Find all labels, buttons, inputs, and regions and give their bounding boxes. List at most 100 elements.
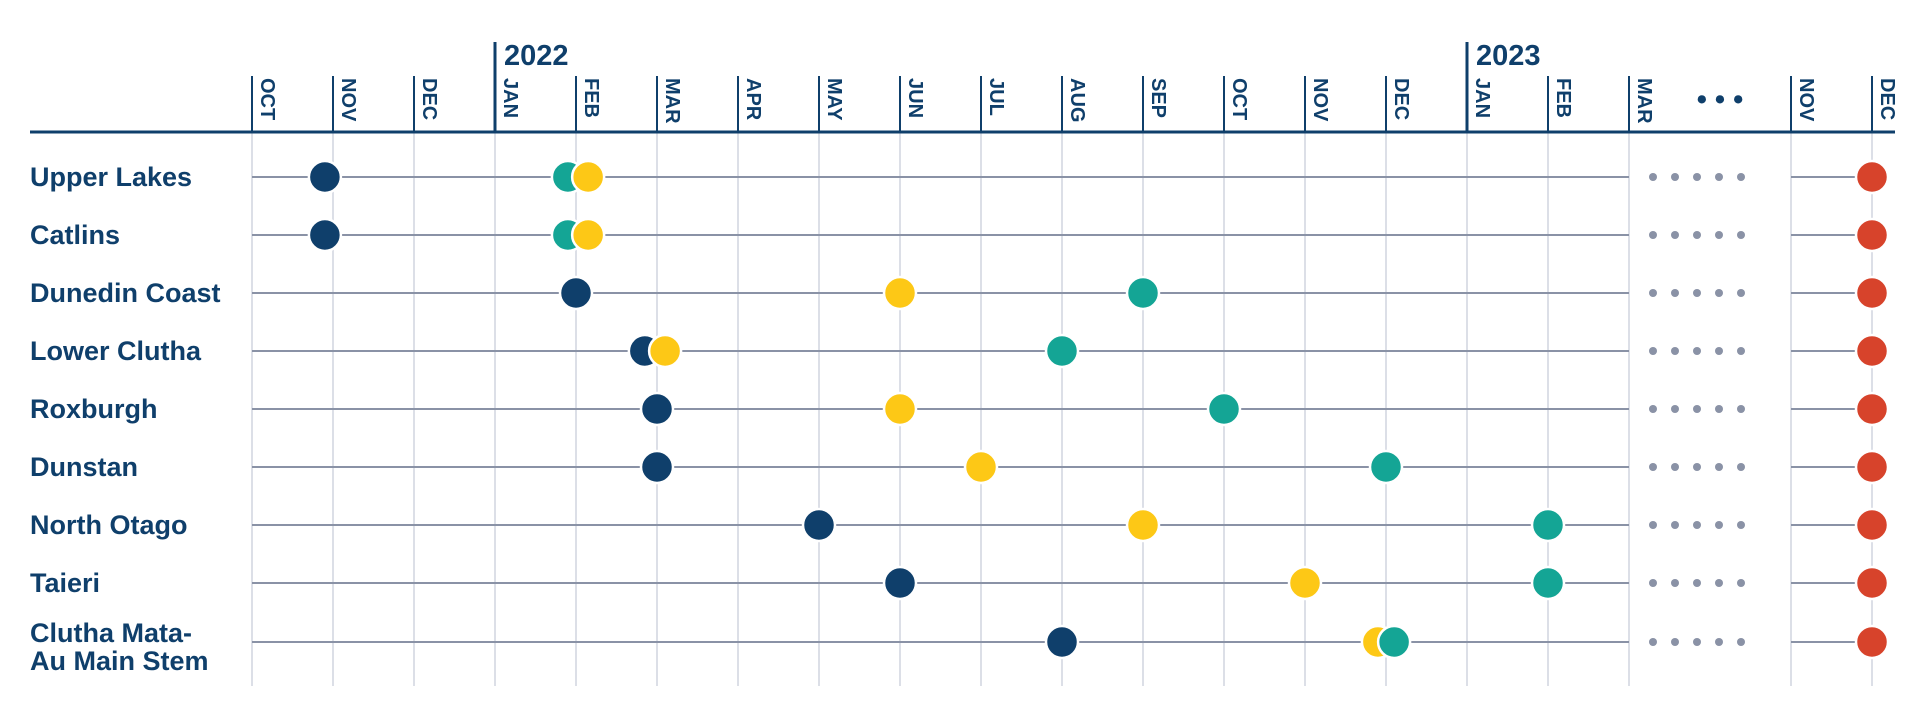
rows-layer: Upper Lakes Catlins Dunedin Coast Lower Clu… — [30, 159, 1890, 676]
timeline-row: Clutha Mata-Au Main Stem — [30, 618, 1890, 676]
timeline-row: Dunstan — [30, 449, 1890, 485]
event-marker-navy — [639, 449, 675, 485]
gap-dot — [1671, 638, 1679, 646]
event-marker-yellow — [1287, 565, 1323, 601]
gap-dot — [1649, 231, 1657, 239]
event-marker-navy — [801, 507, 837, 543]
gap-dot — [1737, 405, 1745, 413]
gap-dot — [1737, 638, 1745, 646]
row-label: Catlins — [30, 220, 120, 250]
gap-dot — [1715, 521, 1723, 529]
gap-dot — [1671, 289, 1679, 297]
timeline-row: North Otago — [30, 507, 1890, 543]
event-marker-teal — [1044, 333, 1080, 369]
gap-dot — [1715, 289, 1723, 297]
gap-dot — [1671, 463, 1679, 471]
event-marker-navy — [307, 159, 343, 195]
month-label-jun: JUN — [904, 78, 926, 118]
gap-dot — [1693, 405, 1701, 413]
timeline-row: Taieri — [30, 565, 1890, 601]
timeline-row: Upper Lakes — [30, 159, 1890, 195]
month-label-feb: FEB — [1552, 78, 1574, 118]
gap-dot — [1649, 173, 1657, 181]
gap-dot — [1671, 347, 1679, 355]
month-label-dec: DEC — [1390, 78, 1412, 120]
month-label-aug: AUG — [1066, 78, 1088, 122]
row-label: Dunstan — [30, 452, 138, 482]
gap-dot — [1737, 231, 1745, 239]
gap-dot — [1693, 289, 1701, 297]
event-marker-yellow — [570, 159, 606, 195]
timeline-row: Catlins — [30, 217, 1890, 253]
timeline-row: Lower Clutha — [30, 333, 1890, 369]
event-marker-red — [1854, 565, 1890, 601]
event-marker-teal — [1125, 275, 1161, 311]
gap-dot — [1671, 521, 1679, 529]
event-marker-red — [1854, 159, 1890, 195]
month-label-oct: OCT — [1228, 78, 1250, 120]
gap-dot — [1671, 405, 1679, 413]
month-label-nov: NOV — [337, 78, 359, 122]
event-marker-yellow — [647, 333, 683, 369]
gap-dot — [1649, 405, 1657, 413]
gap-dot — [1693, 579, 1701, 587]
row-label: Clutha Mata-Au Main Stem — [30, 618, 209, 676]
gap-dot — [1715, 405, 1723, 413]
timeline-row: Dunedin Coast — [30, 275, 1890, 311]
gap-dot — [1737, 289, 1745, 297]
month-label-sep: SEP — [1147, 78, 1169, 118]
row-label: North Otago — [30, 510, 187, 540]
event-marker-teal — [1530, 565, 1566, 601]
month-label-mar: MAR — [1633, 78, 1655, 124]
event-marker-red — [1854, 507, 1890, 543]
gap-dot — [1649, 521, 1657, 529]
event-marker-yellow — [1125, 507, 1161, 543]
event-marker-teal — [1206, 391, 1242, 427]
gap-dot — [1649, 289, 1657, 297]
event-marker-teal — [1376, 624, 1412, 660]
row-label: Roxburgh — [30, 394, 158, 424]
gap-dot — [1693, 463, 1701, 471]
gap-dot — [1671, 173, 1679, 181]
gap-dot — [1715, 638, 1723, 646]
row-label: Taieri — [30, 568, 100, 598]
event-marker-navy — [882, 565, 918, 601]
event-marker-red — [1854, 275, 1890, 311]
gap-dot — [1693, 173, 1701, 181]
month-label-nov: NOV — [1309, 78, 1331, 122]
gap-dot — [1671, 231, 1679, 239]
month-header: 2022 2023 OCT NOV DEC JAN FEB MAR APR MAY JUN JUL AU… — [30, 40, 1898, 134]
month-label-apr: APR — [742, 78, 764, 121]
event-marker-yellow — [882, 275, 918, 311]
gap-dot — [1649, 638, 1657, 646]
event-marker-navy — [307, 217, 343, 253]
gap-ellipsis: • • • — [1697, 84, 1744, 116]
month-label-dec: DEC — [418, 78, 440, 120]
event-marker-yellow — [570, 217, 606, 253]
gap-dot — [1693, 638, 1701, 646]
gap-dot — [1737, 347, 1745, 355]
event-marker-yellow — [882, 391, 918, 427]
row-label: Lower Clutha — [30, 336, 202, 366]
event-marker-teal — [1368, 449, 1404, 485]
event-marker-navy — [639, 391, 675, 427]
gap-dot — [1649, 347, 1657, 355]
gap-dot — [1693, 521, 1701, 529]
gap-dot — [1737, 579, 1745, 587]
month-label-jan: JAN — [1471, 78, 1493, 118]
month-label-feb: FEB — [580, 78, 602, 118]
event-marker-yellow — [963, 449, 999, 485]
timeline-row: Roxburgh — [30, 391, 1890, 427]
month-label-may: MAY — [823, 78, 845, 121]
gap-dot — [1693, 231, 1701, 239]
gap-dot — [1693, 347, 1701, 355]
month-label-nov: NOV — [1795, 78, 1817, 122]
gap-dot — [1715, 347, 1723, 355]
gap-dot — [1715, 231, 1723, 239]
event-marker-navy — [558, 275, 594, 311]
month-label-mar: MAR — [661, 78, 683, 124]
gap-dot — [1715, 463, 1723, 471]
event-marker-red — [1854, 449, 1890, 485]
month-label-jan: JAN — [499, 78, 521, 118]
